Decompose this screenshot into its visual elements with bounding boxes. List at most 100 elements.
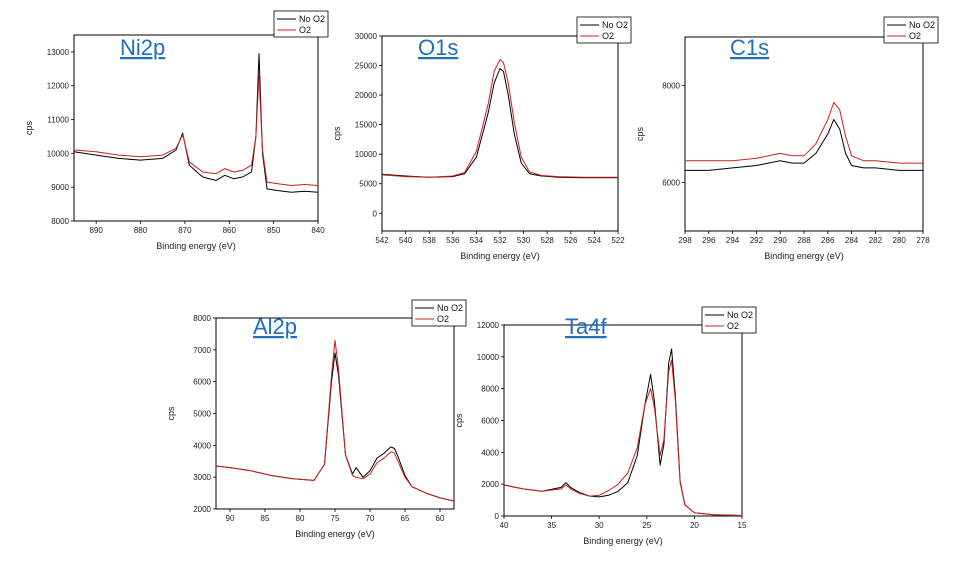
x-tick-label: 524 xyxy=(588,236,602,245)
y-axis-label: cps xyxy=(166,406,176,421)
plot-frame xyxy=(684,36,924,232)
y-tick-label: 0 xyxy=(373,209,378,218)
y-tick-label: 15000 xyxy=(355,121,378,130)
legend-box xyxy=(576,16,632,44)
x-tick-label: 85 xyxy=(261,514,270,523)
x-tick-label: 75 xyxy=(331,514,340,523)
y-tick-label: 12000 xyxy=(477,321,500,330)
y-tick-label: 8000 xyxy=(51,217,69,226)
y-tick-label: 7000 xyxy=(193,346,211,355)
plot-frame xyxy=(73,34,319,222)
y-tick-label: 6000 xyxy=(662,179,680,188)
x-axis-label: Binding energy (eV) xyxy=(460,251,540,261)
series-o2 xyxy=(381,59,618,178)
x-axis-label: Binding energy (eV) xyxy=(295,529,375,539)
x-tick-label: 70 xyxy=(366,514,375,523)
x-tick-label: 840 xyxy=(311,226,325,235)
x-tick-label: 528 xyxy=(541,236,555,245)
x-axis-label: Binding energy (eV) xyxy=(156,241,236,251)
legend-label: No O2 xyxy=(299,14,325,24)
series-no-o2 xyxy=(215,352,455,502)
y-tick-label: 11000 xyxy=(47,116,69,125)
series-no-o2 xyxy=(685,119,923,171)
series-o2 xyxy=(215,339,455,502)
x-tick-label: 278 xyxy=(916,236,930,245)
y-tick-label: 8000 xyxy=(662,82,680,91)
y-tick-label: 0 xyxy=(495,512,500,521)
x-tick-label: 538 xyxy=(423,236,437,245)
x-tick-label: 522 xyxy=(611,236,625,245)
x-tick-label: 532 xyxy=(493,236,507,245)
x-tick-label: 35 xyxy=(547,521,556,530)
x-tick-label: 40 xyxy=(500,521,509,530)
legend-label: O2 xyxy=(602,31,614,41)
series-o2 xyxy=(685,102,923,164)
x-tick-label: 536 xyxy=(446,236,460,245)
x-tick-label: 15 xyxy=(738,521,747,530)
series-no-o2 xyxy=(73,53,319,193)
y-tick-label: 12000 xyxy=(47,82,70,91)
legend-label: O2 xyxy=(299,25,311,35)
x-tick-label: 542 xyxy=(375,236,389,245)
legend-label: O2 xyxy=(727,321,739,331)
series-no-o2 xyxy=(381,68,618,179)
x-axis-label: Binding energy (eV) xyxy=(583,536,663,546)
y-tick-label: 6000 xyxy=(481,417,499,426)
x-tick-label: 90 xyxy=(226,514,235,523)
chart-c1s: 298 296 294 292 290 288 286 284 282 280 278 6000 800… xyxy=(635,16,939,261)
x-tick-label: 534 xyxy=(470,236,484,245)
y-tick-label: 30000 xyxy=(355,32,378,41)
plot-frame xyxy=(381,35,619,232)
legend-label: O2 xyxy=(909,31,921,41)
y-tick-label: 2000 xyxy=(481,480,499,489)
y-tick-label: 6000 xyxy=(193,378,211,387)
y-tick-label: 8000 xyxy=(481,385,499,394)
y-axis-label: cps xyxy=(454,413,464,428)
legend-box xyxy=(411,299,467,327)
x-tick-label: 25 xyxy=(642,521,651,530)
x-tick-label: 880 xyxy=(134,226,148,235)
chart-title: Ni2p xyxy=(120,35,165,60)
chart-o1s: 542 540 538 536 534 532 530 528 526 524 522 0 5000 10… xyxy=(332,16,632,261)
chart-title: Al2p xyxy=(253,314,297,339)
y-tick-label: 20000 xyxy=(355,91,378,100)
series-o2 xyxy=(503,359,743,516)
y-tick-label: 2000 xyxy=(193,505,211,514)
legend-box xyxy=(701,306,757,334)
x-tick-label: 80 xyxy=(296,514,305,523)
chart-title: C1s xyxy=(730,35,769,60)
y-tick-label: 5000 xyxy=(193,410,211,419)
y-tick-label: 4000 xyxy=(481,448,499,457)
legend-box xyxy=(883,16,939,44)
x-tick-label: 294 xyxy=(726,236,740,245)
x-tick-label: 65 xyxy=(401,514,410,523)
x-tick-label: 20 xyxy=(690,521,699,530)
legend-label: No O2 xyxy=(602,20,628,30)
x-tick-label: 296 xyxy=(702,236,716,245)
legend-label: O2 xyxy=(437,314,449,324)
x-tick-label: 282 xyxy=(869,236,883,245)
chart-ni2p: 890 880 870 860 850 840 8000 9000 10000 11000 1200… xyxy=(24,10,329,251)
y-tick-label: 3000 xyxy=(193,473,211,482)
x-tick-label: 290 xyxy=(774,236,788,245)
y-axis-label: cps xyxy=(635,127,645,142)
x-tick-label: 860 xyxy=(223,226,237,235)
y-tick-label: 10000 xyxy=(477,353,500,362)
x-tick-label: 286 xyxy=(821,236,835,245)
x-tick-label: 850 xyxy=(267,226,281,235)
x-tick-label: 298 xyxy=(678,236,692,245)
x-tick-label: 870 xyxy=(178,226,192,235)
x-tick-label: 60 xyxy=(436,514,445,523)
y-tick-label: 13000 xyxy=(47,48,70,57)
chart-title: Ta4f xyxy=(565,314,607,339)
y-tick-label: 10000 xyxy=(355,150,378,159)
x-tick-label: 288 xyxy=(797,236,811,245)
y-tick-label: 25000 xyxy=(355,62,378,71)
chart-title: O1s xyxy=(418,35,458,60)
y-axis-label: cps xyxy=(24,121,34,136)
y-tick-label: 9000 xyxy=(51,183,69,192)
plot-frame xyxy=(215,317,455,510)
